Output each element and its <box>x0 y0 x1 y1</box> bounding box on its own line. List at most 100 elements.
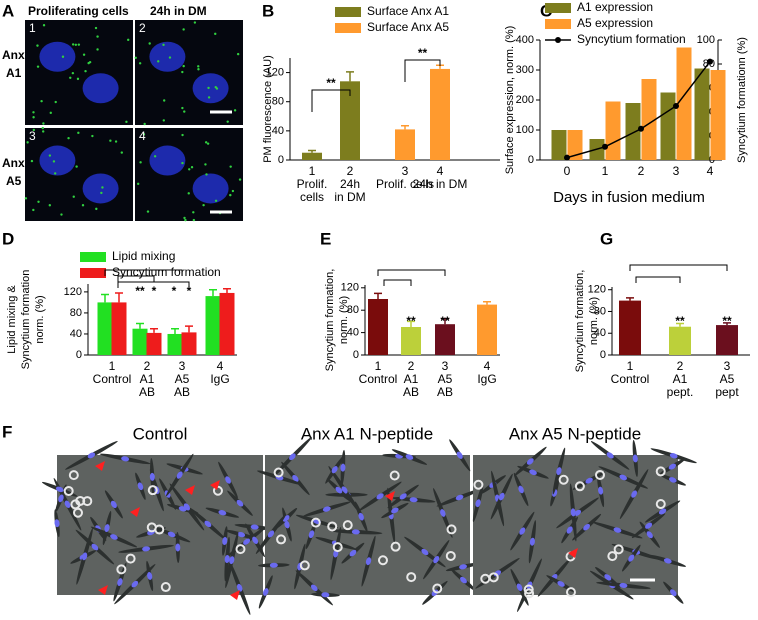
nucleus <box>440 509 446 517</box>
x-tick-label: in DM <box>334 190 365 204</box>
nucleus <box>628 554 635 562</box>
round-cell <box>446 524 457 535</box>
error-bar <box>346 71 354 82</box>
stain <box>184 218 187 222</box>
x-tick-label: 1 <box>109 359 116 373</box>
round-cell <box>116 564 127 575</box>
nucleus <box>322 506 331 512</box>
row-title: A1 <box>6 66 22 80</box>
micrograph <box>25 20 133 125</box>
bar <box>669 326 691 355</box>
stain <box>157 60 160 63</box>
bar <box>567 130 583 160</box>
stain <box>42 24 46 27</box>
image-title: Anx A1 N-peptide <box>301 424 433 443</box>
nucleus <box>570 508 576 517</box>
arrow <box>210 480 220 490</box>
nucleus <box>55 486 64 493</box>
stain <box>187 192 190 195</box>
x-tick-label: 3 <box>442 359 449 373</box>
bar <box>340 81 360 160</box>
stain <box>24 197 28 200</box>
stain <box>207 96 211 99</box>
stain <box>76 77 80 81</box>
nucleus <box>121 456 130 462</box>
error-bar <box>101 293 109 303</box>
point <box>602 143 608 150</box>
stain <box>214 32 217 36</box>
nucleus <box>646 531 653 539</box>
error-bar <box>441 317 449 325</box>
nucleus <box>619 474 628 481</box>
nucleus <box>82 73 119 104</box>
nucleus <box>104 524 110 533</box>
micrograph <box>135 128 243 221</box>
round-cell <box>327 521 338 532</box>
error-bar <box>171 327 179 334</box>
bar <box>477 304 497 355</box>
nucleus <box>64 500 71 508</box>
stain <box>42 130 45 133</box>
stain <box>26 141 29 144</box>
point <box>564 154 570 161</box>
stain <box>36 65 40 68</box>
nucleus <box>585 477 593 484</box>
stain <box>193 21 197 24</box>
round-cell <box>160 582 171 593</box>
stain <box>91 134 94 138</box>
nucleus <box>192 173 229 204</box>
round-cell <box>594 469 605 480</box>
nucleus <box>292 474 299 482</box>
stain <box>143 122 146 126</box>
y-tick-label: 120 <box>588 284 606 296</box>
x-tick-label: 24h in DM <box>413 177 468 191</box>
stain <box>77 43 81 46</box>
bracket <box>377 269 446 276</box>
nucleus <box>409 497 418 503</box>
nucleus <box>631 490 638 498</box>
y-axis-label: Syncytium formation, <box>324 269 336 372</box>
stain <box>54 100 57 104</box>
bar <box>435 324 455 355</box>
stain <box>190 166 194 169</box>
nucleus <box>252 536 259 544</box>
stain <box>82 53 86 56</box>
stain <box>136 182 140 186</box>
error-bar <box>374 292 382 299</box>
nucleus <box>583 523 591 531</box>
nucleus <box>498 492 505 501</box>
stain <box>181 70 184 74</box>
stain <box>48 204 52 207</box>
nucleus <box>308 530 315 539</box>
nucleus <box>460 576 467 584</box>
y-tick-label: 40 <box>347 327 359 339</box>
x-tick-label: Control <box>359 372 398 386</box>
x-tick-label: 4 <box>217 359 224 373</box>
bar <box>302 152 322 160</box>
legend-label: Syncytium formation <box>112 265 221 279</box>
y-tick-label: 400 <box>516 34 534 46</box>
stain <box>109 139 112 142</box>
round-cell <box>389 470 400 481</box>
legend-marker <box>555 37 561 43</box>
bracket <box>629 264 728 271</box>
nucleus <box>670 589 677 597</box>
bar <box>710 70 726 160</box>
round-cell <box>613 544 624 555</box>
error-bar <box>150 327 158 333</box>
nucleus <box>218 510 227 516</box>
nucleus <box>142 546 151 552</box>
bar <box>97 302 113 355</box>
x-tick-label: A5 <box>175 372 190 386</box>
stain <box>214 199 218 202</box>
stain <box>67 136 70 140</box>
x-tick-label: Control <box>611 372 650 386</box>
x-tick-label: 3 <box>179 359 186 373</box>
x-tick-label: 3 <box>402 164 409 178</box>
x-tick-label: 24h <box>340 177 360 191</box>
legend-swatch <box>335 7 361 17</box>
x-tick-label: 4 <box>484 359 491 373</box>
error-bar <box>626 297 634 301</box>
bar <box>641 79 657 160</box>
y-axis-label: Syncytium formation, <box>574 270 586 373</box>
